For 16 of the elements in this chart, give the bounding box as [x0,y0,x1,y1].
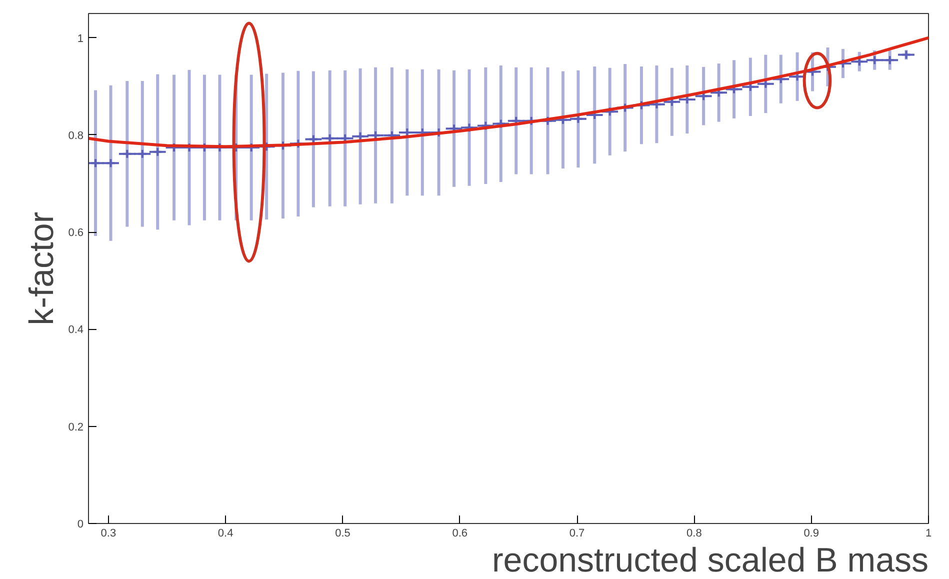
x-tick-label: 0.7 [569,528,585,540]
x-tick-label: 1 [925,528,932,540]
y-tick-label: 0.2 [68,421,84,434]
x-tick-label: 0.8 [686,528,702,540]
x-tick-label: 0.6 [452,528,468,540]
y-tick-label: 0.6 [68,227,84,240]
y-axis-title: k-factor [23,212,62,326]
y-tick-label: 0.8 [68,130,84,142]
y-tick-label: 0.4 [68,324,84,336]
x-tick-label: 0.4 [218,528,234,540]
x-tick-label: 0.5 [335,528,350,540]
x-tick-label: 0.3 [100,528,116,540]
y-tick-label: 0 [77,518,84,530]
y-tick-label: 1 [77,32,84,45]
x-tick-label: 0.9 [804,528,819,540]
x-axis-title: reconstructed scaled B mass [492,542,929,579]
